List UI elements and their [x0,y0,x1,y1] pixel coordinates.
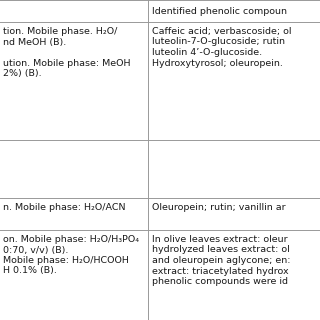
Text: hydrolyzed leaves extract: ol: hydrolyzed leaves extract: ol [152,245,290,254]
Text: ution. Mobile phase: MeOH: ution. Mobile phase: MeOH [3,59,131,68]
Text: luteolin-7-O-glucoside; rutin: luteolin-7-O-glucoside; rutin [152,37,285,46]
Text: extract: triacetylated hydrox: extract: triacetylated hydrox [152,267,289,276]
Text: Hydroxytyrosol; oleuropein.: Hydroxytyrosol; oleuropein. [152,59,283,68]
Text: nd MeOH (B).: nd MeOH (B). [3,37,66,46]
Text: Identified phenolic compoun: Identified phenolic compoun [152,6,287,15]
Text: on. Mobile phase: H₂O/H₃PO₄: on. Mobile phase: H₂O/H₃PO₄ [3,235,139,244]
Text: phenolic compounds were id: phenolic compounds were id [152,277,288,286]
Text: H 0.1% (B).: H 0.1% (B). [3,267,57,276]
Text: and oleuropein aglycone; en:: and oleuropein aglycone; en: [152,256,291,265]
Text: Caffeic acid; verbascoside; ol: Caffeic acid; verbascoside; ol [152,27,292,36]
Text: Oleuropein; rutin; vanillin ar: Oleuropein; rutin; vanillin ar [152,203,286,212]
Text: n. Mobile phase: H₂O/ACN: n. Mobile phase: H₂O/ACN [3,203,125,212]
Text: tion. Mobile phase. H₂O/: tion. Mobile phase. H₂O/ [3,27,117,36]
Text: luteolin 4’-O-glucoside.: luteolin 4’-O-glucoside. [152,48,262,57]
Text: In olive leaves extract: oleur: In olive leaves extract: oleur [152,235,288,244]
Text: 0:70, v/v) (B).: 0:70, v/v) (B). [3,245,68,254]
Text: 2%) (B).: 2%) (B). [3,69,42,78]
Text: Mobile phase: H₂O/HCOOH: Mobile phase: H₂O/HCOOH [3,256,129,265]
